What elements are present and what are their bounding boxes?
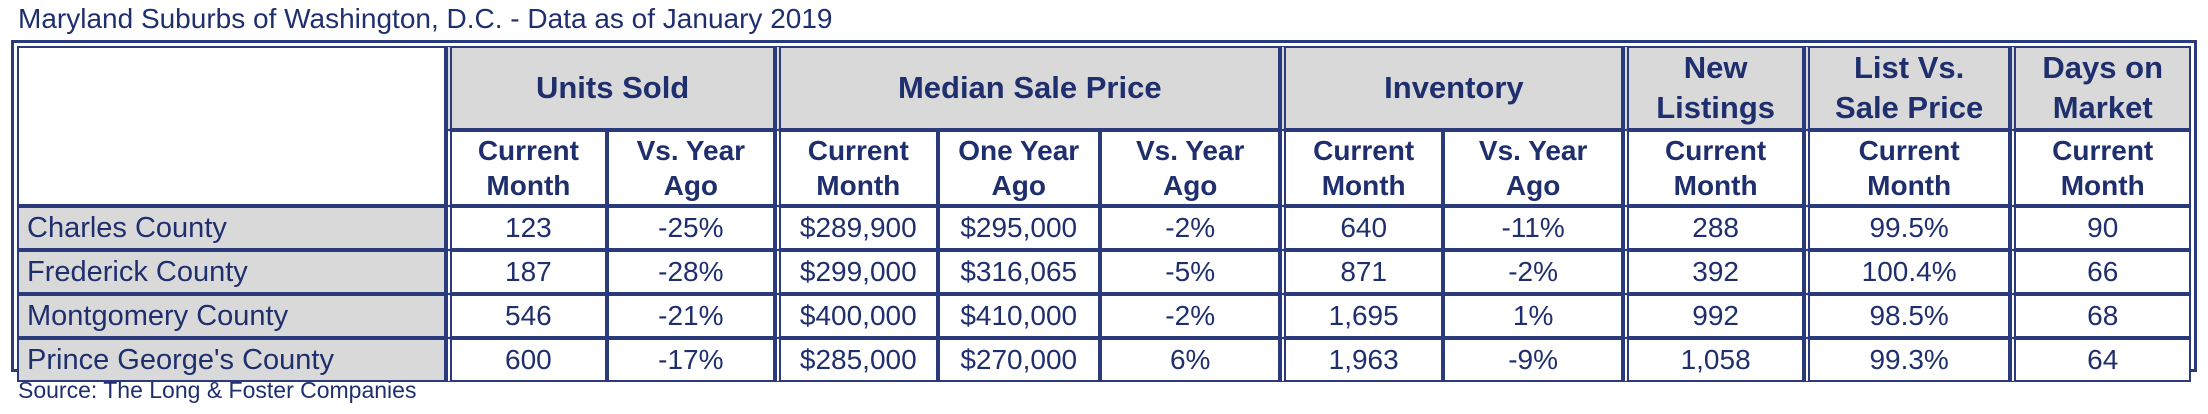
group-units-sold: Units Sold [446,46,776,130]
cell: $285,000 [775,338,938,382]
cell: -25% [606,206,776,250]
sub-price-vs-year-ago: Vs. Year Ago [1099,130,1281,206]
cell: -5% [1099,250,1281,294]
corner-cell [17,46,447,206]
cell: 871 [1280,250,1443,294]
group-header-row: Units Sold Median Sale Price Inventory N… [17,46,2191,206]
cell: $270,000 [937,338,1100,382]
cell: 6% [1099,338,1281,382]
cell: 1% [1442,294,1624,338]
cell: $400,000 [775,294,938,338]
cell: $289,900 [775,206,938,250]
row-label: Charles County [17,206,447,250]
group-new-listings: New Listings [1623,46,1804,130]
cell: $295,000 [937,206,1100,250]
sub-price-one-year-ago: One Year Ago [937,130,1100,206]
sub-units-vs-year-ago: Vs. Year Ago [606,130,776,206]
sub-new-listings-current-month: Current Month [1623,130,1804,206]
cell: 99.3% [1803,338,2011,382]
sub-units-current-month: Current Month [446,130,607,206]
sub-inventory-vs-year-ago: Vs. Year Ago [1442,130,1624,206]
group-inventory: Inventory [1280,46,1624,130]
group-days-on-market-line1: Days on [2042,50,2164,85]
cell: -2% [1099,294,1281,338]
cell: $410,000 [937,294,1100,338]
cell: 123 [446,206,607,250]
cell: 64 [2010,338,2191,382]
sub-price-current-month: Current Month [775,130,938,206]
cell: 1,963 [1280,338,1443,382]
sub-list-vs-sale-current-month: Current Month [1803,130,2011,206]
group-list-vs-sale-price: List Vs. Sale Price [1803,46,2011,130]
cell: 546 [446,294,607,338]
cell: 992 [1623,294,1804,338]
table-row: Prince George's County 600 -17% $285,000… [17,338,2191,382]
cell: -2% [1099,206,1281,250]
market-data-table: Units Sold Median Sale Price Inventory N… [17,46,2191,382]
source-note: Source: The Long & Foster Companies [18,377,417,403]
cell: 288 [1623,206,1804,250]
table-row: Montgomery County 546 -21% $400,000 $410… [17,294,2191,338]
cell: -2% [1442,250,1624,294]
cell: 66 [2010,250,2191,294]
sub-days-current-month: Current Month [2010,130,2191,206]
page-title: Maryland Suburbs of Washington, D.C. - D… [18,3,833,34]
cell: 640 [1280,206,1443,250]
cell: 90 [2010,206,2191,250]
group-new-listings-line1: New [1683,50,1748,85]
cell: 98.5% [1803,294,2011,338]
group-new-listings-line2: Listings [1656,90,1776,125]
table-row: Frederick County 187 -28% $299,000 $316,… [17,250,2191,294]
cell: 68 [2010,294,2191,338]
cell: $299,000 [775,250,938,294]
cell: $316,065 [937,250,1100,294]
cell: -17% [606,338,776,382]
group-median-sale-price: Median Sale Price [775,46,1281,130]
cell: 1,695 [1280,294,1443,338]
cell: 600 [446,338,607,382]
group-days-on-market: Days on Market [2010,46,2191,130]
row-label: Montgomery County [17,294,447,338]
group-list-vs-sale-line1: List Vs. [1854,50,1965,85]
cell: 100.4% [1803,250,2011,294]
row-label: Frederick County [17,250,447,294]
sub-header-row: Current Month Vs. Year Ago Current Month On… [17,130,2191,206]
table-row: Charles County 123 -25% $289,900 $295,00… [17,206,2191,250]
cell: -28% [606,250,776,294]
cell: 392 [1623,250,1804,294]
row-label: Prince George's County [17,338,447,382]
cell: -21% [606,294,776,338]
cell: 187 [446,250,607,294]
group-list-vs-sale-line2: Sale Price [1835,90,1984,125]
market-data-table-frame: Units Sold Median Sale Price Inventory N… [11,40,2197,382]
group-days-on-market-line2: Market [2052,90,2153,125]
cell: -9% [1442,338,1624,382]
cell: 1,058 [1623,338,1804,382]
sub-inventory-current-month: Current Month [1280,130,1443,206]
cell: -11% [1442,206,1624,250]
cell: 99.5% [1803,206,2011,250]
